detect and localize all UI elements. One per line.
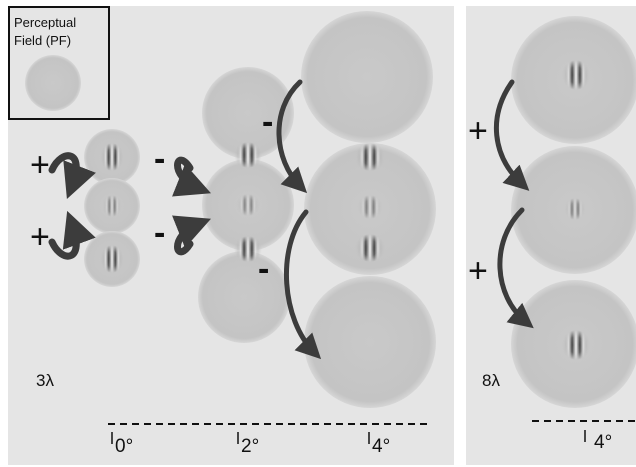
gabor-patch bbox=[357, 195, 383, 219]
sign-minus-upper-mid: - bbox=[154, 140, 165, 178]
gabor-patch bbox=[355, 234, 385, 262]
wavelength-label-right: 8λ bbox=[482, 371, 500, 390]
gabor-patch bbox=[102, 195, 122, 217]
flanker-arrows bbox=[48, 79, 534, 360]
curved-arrow-icon bbox=[493, 79, 530, 191]
sign-plus-right-upper: + bbox=[468, 112, 488, 150]
gabor-patch bbox=[562, 60, 590, 90]
legend-label-line2: Field (PF) bbox=[14, 33, 71, 48]
gabor-patch bbox=[234, 142, 262, 168]
tick-label-0-deg: 0° bbox=[115, 436, 133, 457]
sign-minus-lower-right: - bbox=[258, 250, 269, 288]
gabor-patch bbox=[564, 198, 586, 220]
tick-label-4-deg: 4° bbox=[372, 436, 390, 457]
sign-plus-upper-left: + bbox=[30, 146, 50, 184]
sign-minus-upper-right: - bbox=[262, 103, 273, 141]
curved-arrow-icon bbox=[171, 156, 211, 197]
wavelength-label-left: 3λ bbox=[36, 371, 54, 390]
tick-label-2-deg: 2° bbox=[241, 436, 259, 457]
tick-label-4-deg-right: 4° bbox=[594, 432, 612, 453]
sign-plus-right-lower: + bbox=[468, 252, 488, 290]
curved-arrow-icon bbox=[497, 207, 534, 329]
sign-plus-lower-left: + bbox=[30, 218, 50, 256]
gabor-patch bbox=[355, 143, 385, 171]
pf-disc bbox=[301, 11, 433, 143]
gabor-patches bbox=[100, 60, 590, 360]
curved-arrow-icon bbox=[171, 215, 211, 256]
sign-minus-lower-mid: - bbox=[154, 214, 165, 252]
legend-label-line1: Perceptual bbox=[14, 15, 76, 30]
curved-arrow-icon bbox=[48, 152, 96, 200]
gabor-patch bbox=[236, 194, 260, 216]
legend-pf-disc bbox=[25, 55, 81, 111]
pf-disc bbox=[304, 276, 436, 408]
gabor-patch bbox=[234, 236, 262, 262]
pf-disc bbox=[198, 251, 290, 343]
curved-arrow-icon bbox=[48, 210, 96, 260]
gabor-patch bbox=[100, 245, 124, 273]
pf-disc bbox=[202, 67, 294, 159]
curved-arrow-icon bbox=[276, 79, 308, 194]
curved-arrow-icon bbox=[283, 209, 322, 360]
gabor-patch bbox=[562, 330, 590, 360]
gabor-patch bbox=[100, 143, 124, 171]
